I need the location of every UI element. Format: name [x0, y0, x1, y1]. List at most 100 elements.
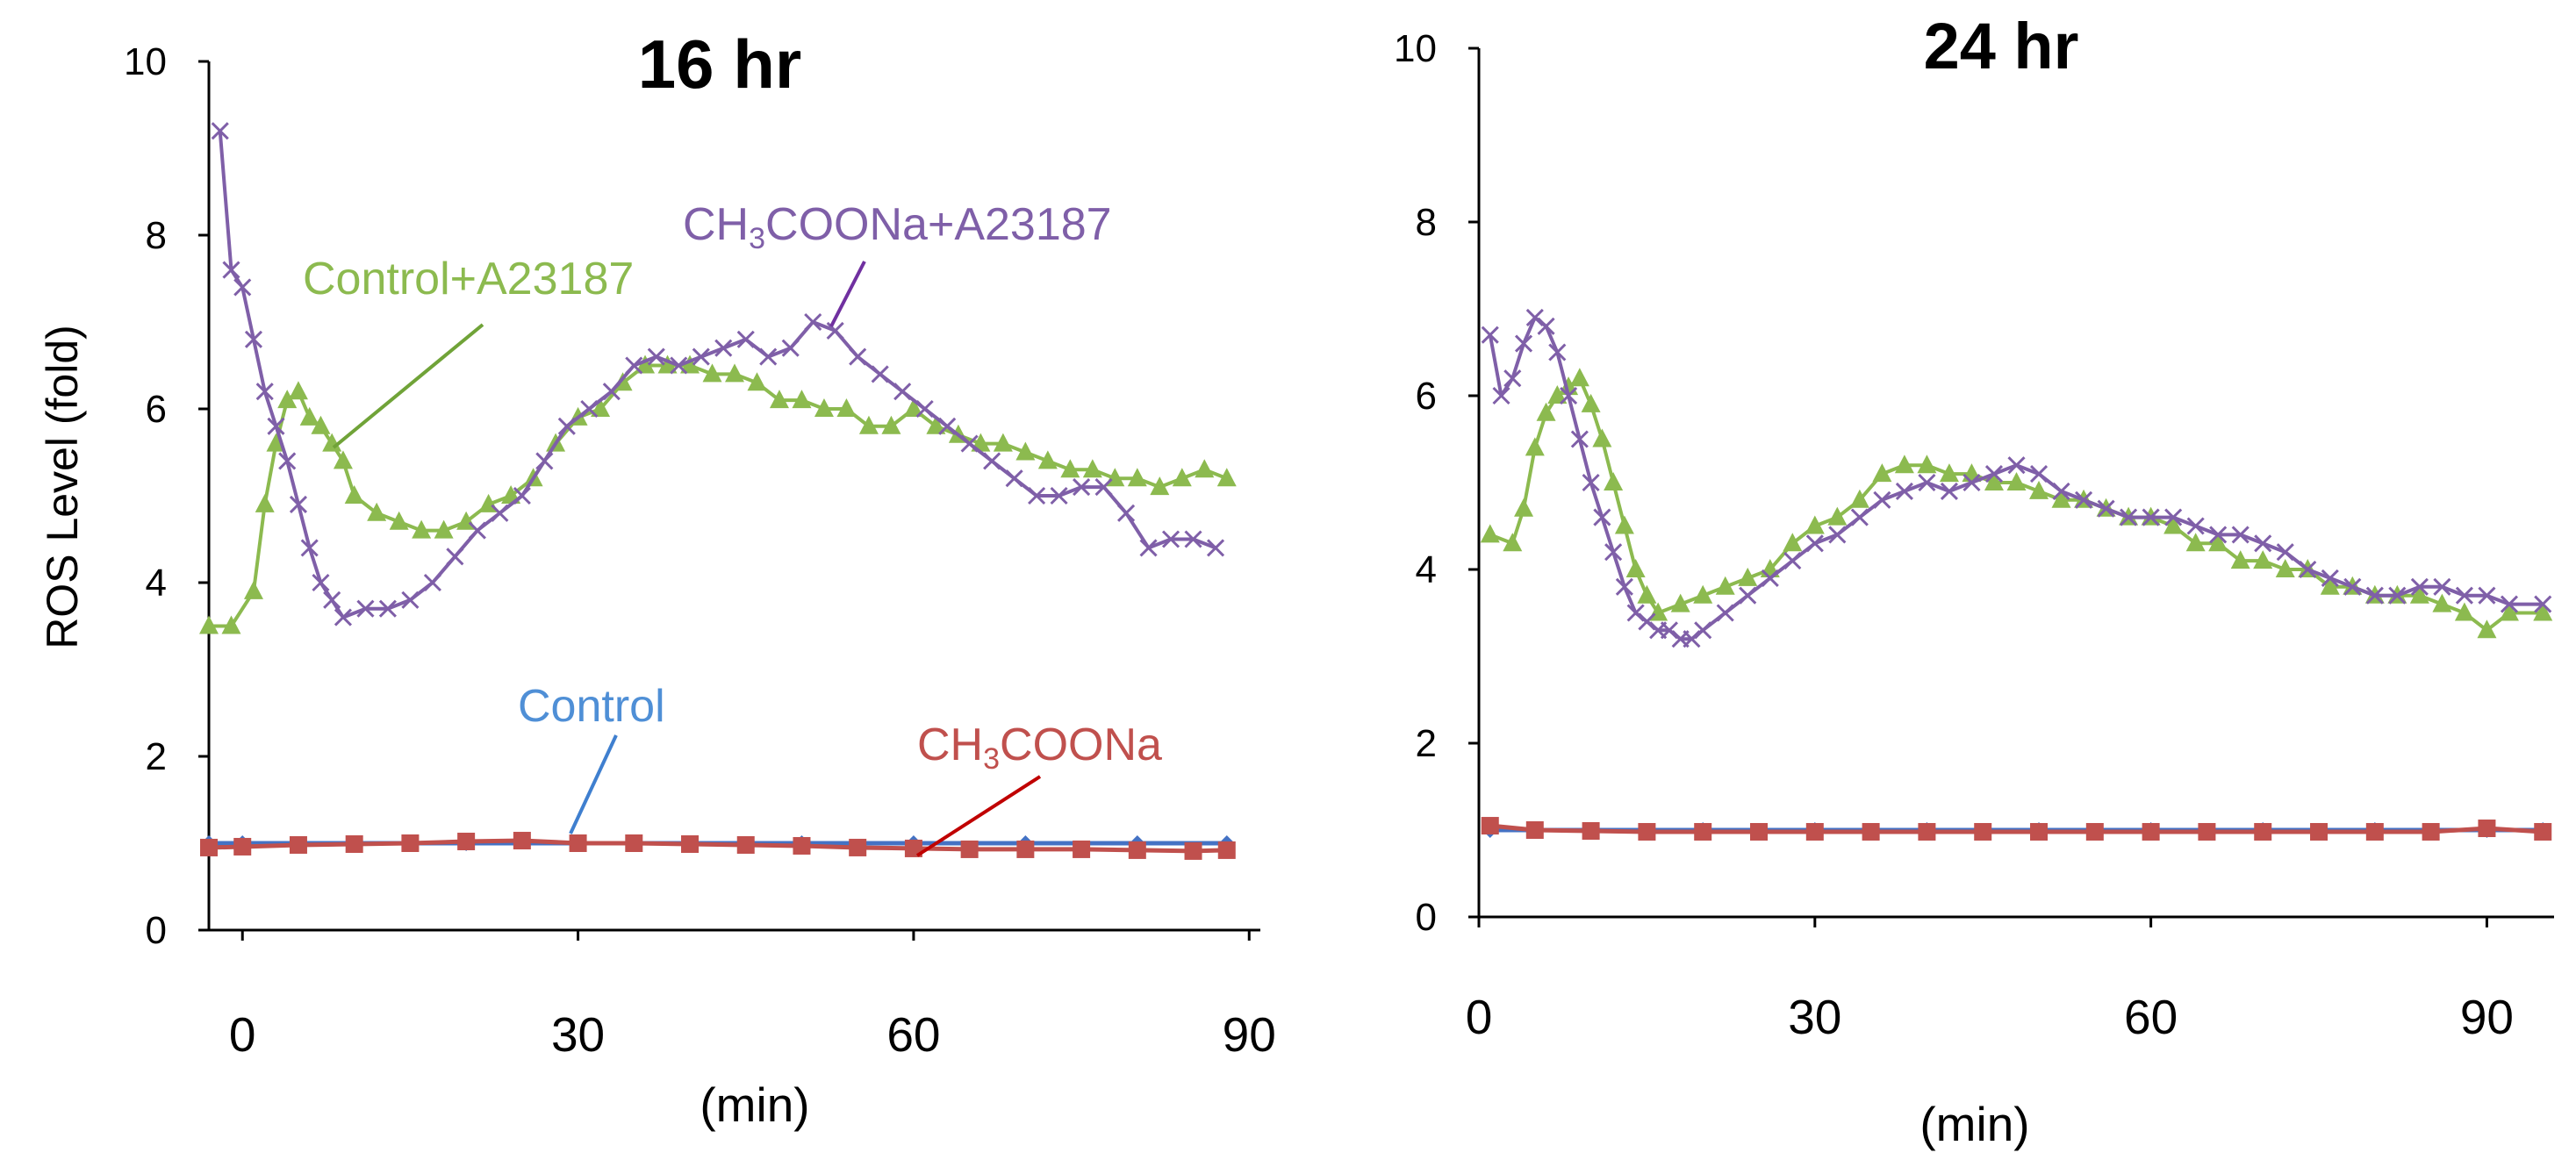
- series-1-point: [793, 836, 811, 855]
- series-3-point: [647, 347, 665, 366]
- series-2-point: [2454, 602, 2474, 621]
- series-2-point: [1715, 576, 1735, 595]
- series-3-point: [1206, 539, 1225, 557]
- series-2-point: [881, 415, 901, 434]
- series-2-point: [680, 354, 700, 374]
- series-3-point: [1604, 543, 1623, 562]
- y-tick-label: 0: [146, 909, 167, 952]
- series-3-point: [2388, 586, 2407, 605]
- series-2-point: [1037, 450, 1058, 469]
- series-2-point: [1625, 559, 1646, 577]
- series-3-point: [2209, 526, 2228, 544]
- series-3-point: [1560, 386, 1578, 405]
- y-tick-label: 2: [146, 735, 167, 778]
- series-2-point: [769, 390, 789, 409]
- y-tick-label: 8: [146, 214, 167, 257]
- series-1-point: [200, 838, 218, 856]
- series-2-point: [1547, 385, 1568, 404]
- annotation-ch3coona-a23187: CH3COONa+A23187: [683, 199, 1112, 255]
- series-3-point: [2410, 577, 2429, 596]
- series-1-point: [345, 834, 363, 853]
- series-2-point: [389, 511, 409, 530]
- series-3-point: [2052, 482, 2070, 500]
- series-3-point: [625, 356, 643, 375]
- series-3-point: [2186, 517, 2205, 535]
- series-3-point: [2455, 586, 2473, 605]
- series-3-point: [535, 452, 554, 470]
- series-2-point: [243, 580, 263, 599]
- y-tick-label: 2: [1416, 722, 1437, 765]
- series-layer: [1480, 308, 2553, 841]
- series-3-point: [2007, 456, 2026, 475]
- series-3-point: [323, 591, 341, 609]
- series-2-point: [814, 398, 834, 417]
- series-2-point: [344, 485, 364, 504]
- x-tick-label: 90: [2460, 990, 2514, 1044]
- series-2-point: [367, 502, 387, 521]
- series-2-point: [2253, 550, 2273, 569]
- series-1-point: [2254, 822, 2272, 841]
- series-3-point: [2142, 508, 2160, 526]
- x-axis-label: (min): [1919, 1097, 2029, 1151]
- series-3-point: [2321, 569, 2339, 587]
- series-2-point: [2029, 480, 2049, 499]
- series-1-point: [1184, 841, 1202, 860]
- series-3-point: [1005, 469, 1023, 488]
- series-3-point: [1783, 552, 1802, 570]
- y-tick-label: 4: [146, 562, 167, 605]
- series-3-point: [2478, 586, 2496, 605]
- series-2-point: [993, 433, 1013, 452]
- series-2-point: [702, 363, 722, 383]
- leader-control-a23187: [332, 323, 484, 449]
- series-3-point: [1739, 586, 1757, 605]
- x-tick-label: 30: [1788, 990, 1841, 1044]
- series-3-point: [244, 330, 263, 348]
- series-3-point: [983, 452, 1001, 470]
- series-1-point: [569, 834, 587, 852]
- series-2-point: [1670, 593, 1690, 612]
- series-3-point: [278, 452, 297, 470]
- series-2-point: [277, 390, 298, 409]
- series-2-point: [2409, 584, 2429, 604]
- series-2-point: [2051, 489, 2071, 508]
- series-2-point: [1738, 567, 1758, 586]
- series-3-point: [893, 383, 912, 401]
- series-3-point: [1716, 604, 1734, 622]
- series-1-point: [1750, 822, 1769, 841]
- chart-24hr: 24 hr (min) 0 2 4 6 8 10 0 30 60 90: [1394, 10, 2554, 1151]
- series-3-point: [1525, 308, 1544, 326]
- series-1-point: [401, 834, 420, 852]
- series-3-point: [602, 383, 621, 401]
- series-3-point: [513, 486, 531, 505]
- series-2-point: [1569, 368, 1589, 387]
- y-axis-label: ROS Level (fold): [38, 325, 87, 649]
- series-3-point: [1481, 326, 1499, 344]
- series-3-point: [1548, 343, 1567, 362]
- series-3-point: [1918, 473, 1936, 492]
- x-tick-label: 0: [229, 1007, 256, 1062]
- series-2-point: [1195, 459, 1215, 478]
- series-1-point: [1217, 841, 1236, 859]
- series-2-point: [412, 519, 432, 539]
- series-2-point: [1637, 584, 1657, 604]
- series-2-point: [1849, 489, 1869, 508]
- series-3-point: [714, 339, 733, 357]
- series-2-point: [1127, 468, 1147, 487]
- series-1-line: [1489, 823, 2544, 834]
- series-3-point: [826, 321, 844, 340]
- series-3-point: [1694, 621, 1712, 640]
- series-3-point: [1503, 369, 1522, 388]
- series-3-point: [1828, 526, 1847, 544]
- series-2-point: [1514, 498, 1534, 517]
- chart-title: 16 hr: [638, 25, 801, 103]
- series-2-point: [434, 519, 454, 539]
- series-2-point: [792, 390, 812, 409]
- series-1-point: [289, 835, 307, 854]
- series-1-point: [2534, 822, 2552, 841]
- series-1-point: [960, 840, 979, 858]
- series-2-point: [2006, 472, 2027, 490]
- series-3-point: [759, 347, 778, 366]
- series-2-point: [2163, 515, 2184, 534]
- series-2-point: [591, 398, 611, 417]
- series-3-point: [1117, 504, 1136, 522]
